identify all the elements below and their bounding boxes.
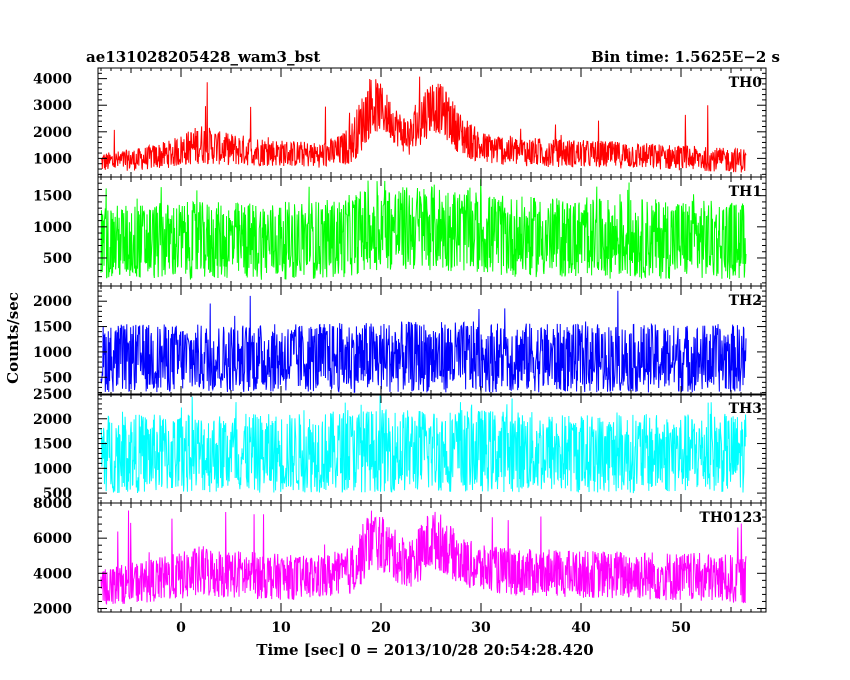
panel-th3: 500 1000 1500 2000 2500 TH3 — [33, 387, 767, 504]
panel-label: TH3 — [729, 401, 762, 417]
series-th0 — [100, 76, 747, 173]
y-tick-label: 2000 — [33, 125, 72, 141]
y-tick-label: 500 — [43, 486, 72, 502]
plot-title: ae131028205428_wam3_bst — [86, 48, 320, 66]
panels-group: 1000 2000 3000 4000 TH0 500 1000 1500 TH1 500 1000… — [33, 67, 767, 617]
y-axis-label: Counts/sec — [4, 292, 22, 384]
x-tick-label: 50 — [671, 620, 691, 636]
bin-time-label: Bin time: 1.5625E−2 s — [591, 48, 780, 66]
panel-th1: 500 1000 1500 TH1 — [33, 176, 767, 287]
y-tick-label: 2000 — [33, 412, 72, 428]
x-tick-label: 0 — [176, 620, 186, 636]
y-tick-label: 1000 — [33, 345, 72, 361]
y-tick-label: 8000 — [33, 496, 72, 512]
y-tick-label: 1500 — [33, 189, 72, 205]
y-tick-label: 1000 — [33, 220, 72, 236]
y-tick-label: 4000 — [33, 72, 72, 88]
y-tick-label: 1000 — [33, 461, 72, 477]
panel-frame — [97, 502, 767, 613]
y-tick-label: 6000 — [33, 531, 72, 547]
x-tick-label: 30 — [471, 620, 491, 636]
x-tick-labels: 0 10 20 30 40 50 — [176, 620, 691, 636]
series-th0123 — [100, 510, 747, 605]
y-tick-label: 2000 — [33, 601, 72, 617]
panel-label: TH0123 — [699, 510, 762, 526]
x-axis-label: Time [sec] 0 = 2013/10/28 20:54:28.420 — [256, 641, 593, 659]
panel-th0: 1000 2000 3000 4000 TH0 — [33, 67, 767, 178]
panel-frame — [97, 285, 767, 396]
y-tick-label: 3000 — [33, 98, 72, 114]
y-tick-label: 1500 — [33, 437, 72, 453]
y-tick-label: 1500 — [33, 320, 72, 336]
y-tick-label: 500 — [43, 251, 72, 267]
x-tick-label: 40 — [571, 620, 591, 636]
y-tick-label: 2500 — [33, 387, 72, 403]
y-tick-label: 1000 — [33, 151, 72, 167]
y-tick-label: 2000 — [33, 294, 72, 310]
series-th1 — [100, 178, 747, 280]
series-th3 — [100, 395, 747, 494]
series-th2 — [100, 290, 747, 393]
panel-th0123: 2000 4000 6000 8000 TH0123 — [33, 496, 767, 617]
panel-label: TH2 — [729, 293, 762, 309]
panel-label: TH1 — [729, 184, 762, 200]
panel-label: TH0 — [729, 75, 763, 91]
panel-th2: 500 1000 1500 2000 TH2 — [33, 285, 767, 396]
y-tick-label: 500 — [43, 370, 72, 386]
y-tick-label: 4000 — [33, 566, 72, 582]
x-tick-label: 10 — [271, 620, 291, 636]
x-tick-label: 20 — [371, 620, 391, 636]
